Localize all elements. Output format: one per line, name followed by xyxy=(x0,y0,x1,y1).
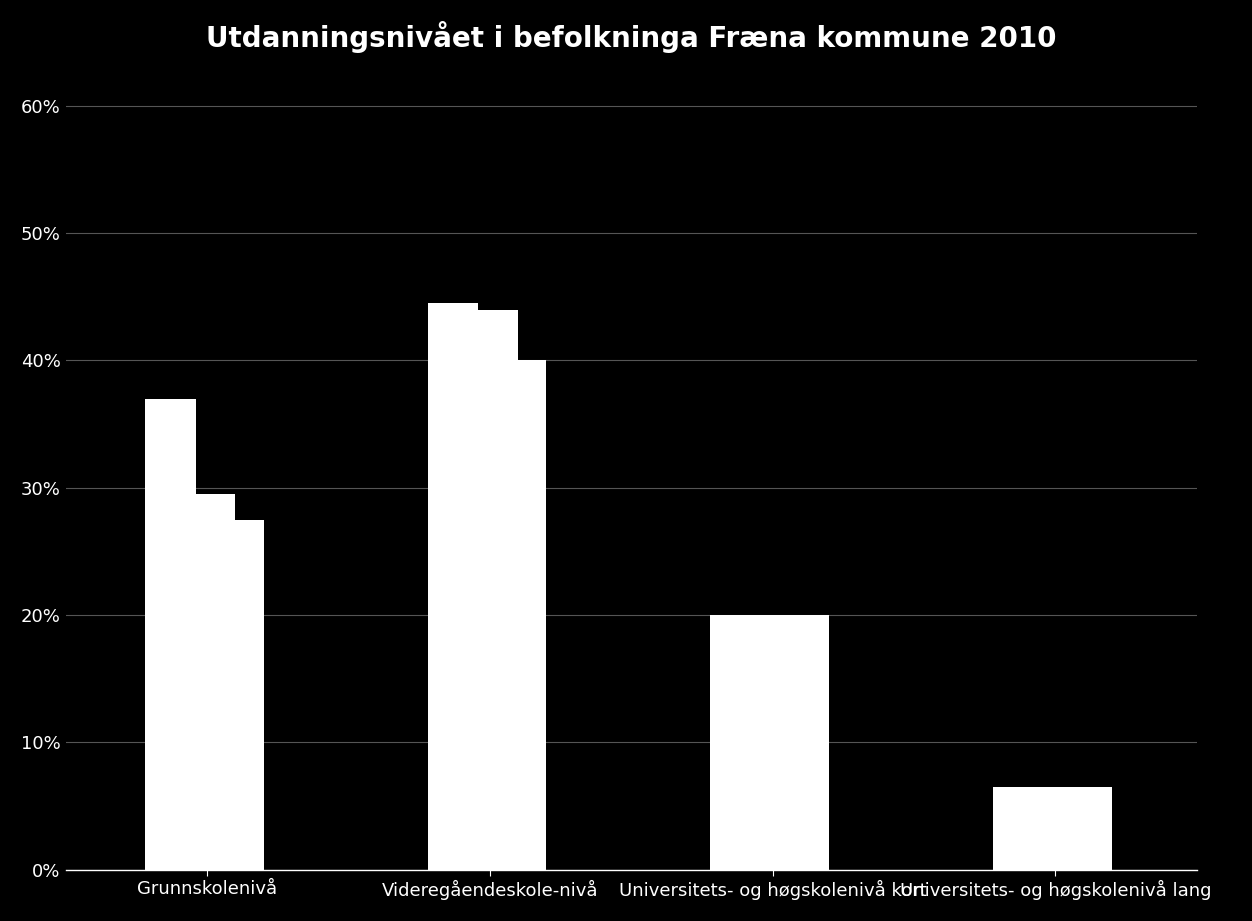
Bar xyxy=(710,647,801,869)
Title: Utdanningsnivået i befolkninga Fræna kommune 2010: Utdanningsnivået i befolkninga Fræna kom… xyxy=(205,21,1057,52)
Bar xyxy=(145,519,263,869)
Bar xyxy=(993,825,1083,869)
Bar xyxy=(145,495,235,869)
Bar xyxy=(710,698,761,869)
Bar xyxy=(710,615,829,869)
Bar xyxy=(993,787,1112,869)
Bar xyxy=(427,309,518,869)
Bar xyxy=(427,303,478,869)
Bar xyxy=(427,360,546,869)
Bar xyxy=(993,845,1044,869)
Bar xyxy=(145,399,195,869)
